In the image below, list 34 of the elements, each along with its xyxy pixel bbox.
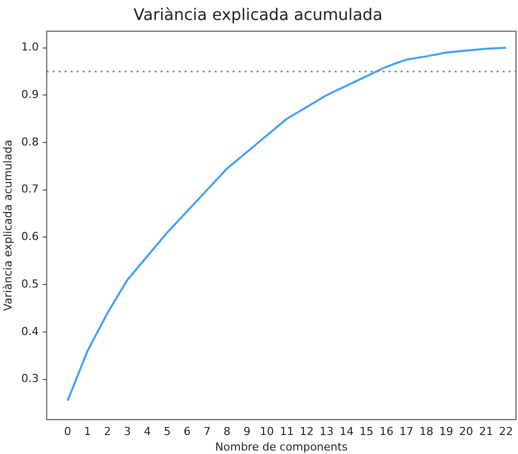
y-tick-label: 0.8 (21, 135, 39, 148)
x-axis-title: Nombre de components (215, 440, 348, 454)
y-tick-label: 0.6 (21, 230, 39, 244)
x-tick-label: 19 (439, 425, 454, 438)
x-tick-label: 8 (224, 425, 231, 438)
x-tick-label: 1 (84, 425, 92, 438)
x-tick-label: 20 (459, 425, 474, 438)
y-tick-label: 1.0 (21, 40, 39, 54)
x-tick-label: 16 (379, 425, 394, 438)
x-tick-label: 2 (104, 425, 111, 438)
x-tick-label: 11 (280, 425, 294, 438)
y-tick-label: 0.4 (21, 324, 39, 338)
x-tick-label: 0 (64, 425, 72, 438)
x-tick-label: 9 (243, 425, 250, 438)
y-tick-label: 0.3 (21, 372, 39, 386)
x-tick-label: 3 (124, 425, 131, 438)
chart-title: Variància explicada acumulada (133, 4, 383, 24)
x-tick-label: 5 (164, 425, 171, 438)
y-tick-label: 0.5 (21, 277, 39, 290)
x-tick-label: 12 (300, 425, 314, 438)
y-tick-label: 0.7 (21, 182, 39, 196)
y-axis-title: Variància explicada acumulada (1, 140, 14, 311)
x-tick-label: 15 (360, 425, 374, 438)
x-tick-label: 17 (399, 425, 414, 438)
x-tick-label: 7 (204, 425, 211, 438)
x-tick-label: 18 (419, 425, 434, 438)
x-tick-label: 21 (479, 425, 494, 438)
x-tick-label: 22 (499, 425, 514, 438)
x-tick-label: 6 (184, 425, 191, 438)
x-tick-label: 4 (144, 425, 151, 438)
x-tick-label: 14 (340, 425, 354, 438)
y-tick-label: 0.9 (21, 88, 39, 102)
x-tick-label: 10 (260, 425, 274, 438)
x-tick-label: 13 (320, 425, 334, 438)
